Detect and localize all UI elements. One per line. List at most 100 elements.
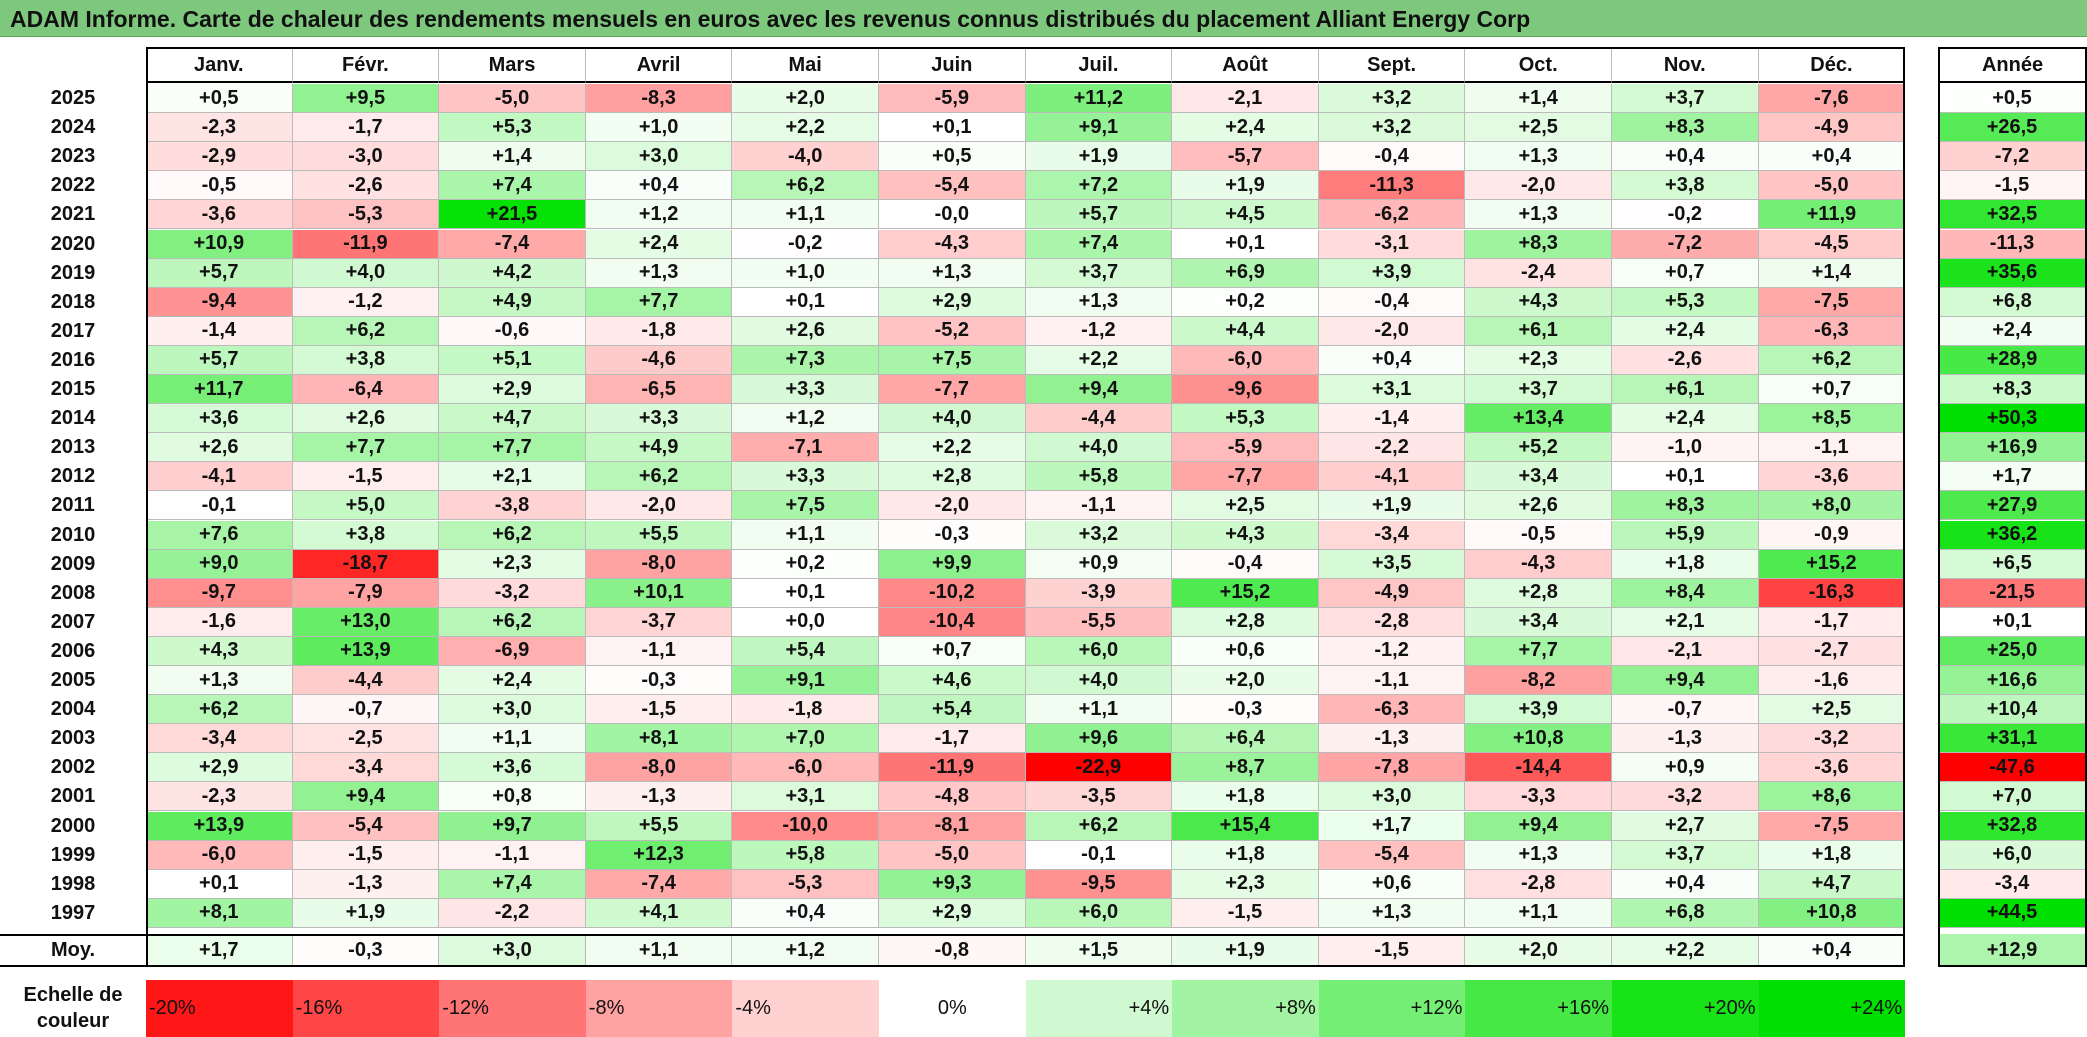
average-cell: +1,5 [1025, 934, 1173, 967]
heatmap-cell: -1,2 [292, 287, 440, 317]
heatmap-cell: +6,1 [1465, 316, 1612, 346]
heatmap-cell: +2,4 [585, 229, 733, 259]
heatmap-cell: +0,9 [1025, 549, 1173, 579]
row-year-label: 2003 [0, 724, 146, 754]
row-year-label: 2024 [0, 113, 146, 143]
average-cell: +1,2 [732, 934, 879, 967]
heatmap-cell: +13,9 [292, 636, 440, 666]
annual-cell: +16,9 [1938, 433, 2087, 463]
heatmap-cell: -5,9 [1172, 433, 1319, 463]
heatmap-cell: +3,2 [1318, 84, 1466, 114]
heatmap-cell: +1,1 [1025, 695, 1173, 725]
heatmap-cell: +0,7 [1758, 375, 1906, 405]
row-year-label: 2000 [0, 811, 146, 841]
heatmap-cell: -7,1 [732, 433, 879, 463]
heatmap-cell: -1,8 [732, 695, 879, 725]
heatmap-cell: -1,2 [1025, 316, 1173, 346]
row-year-label: 2019 [0, 258, 146, 288]
heatmap-cell: +5,2 [1465, 433, 1612, 463]
heatmap-cell: -3,0 [292, 142, 440, 172]
heatmap-cell: +2,0 [1172, 666, 1319, 696]
heatmap-cell: +5,1 [439, 345, 586, 375]
row-year-label: 2005 [0, 666, 146, 696]
heatmap-cell: +10,8 [1465, 724, 1612, 754]
heatmap-cell: +6,2 [732, 171, 879, 201]
annual-cell: +2,4 [1938, 316, 2087, 346]
heatmap-cell: +2,5 [1465, 113, 1612, 143]
annual-cell: +44,5 [1938, 898, 2087, 928]
heatmap-cell: -7,6 [1758, 84, 1906, 114]
heatmap-cell: +7,4 [1025, 229, 1173, 259]
heatmap-cell: -7,2 [1612, 229, 1759, 259]
heatmap-cell: +13,9 [146, 811, 293, 841]
color-scale-stop: +8% [1172, 980, 1319, 1037]
heatmap-cell: -4,6 [585, 345, 733, 375]
heatmap-cell: +3,7 [1465, 375, 1612, 405]
heatmap-cell: -2,9 [146, 142, 293, 172]
heatmap-cell: +4,6 [879, 666, 1026, 696]
average-annual-cell: +12,9 [1938, 934, 2087, 967]
heatmap-cell: +0,1 [146, 869, 293, 899]
heatmap-cell: -2,7 [1758, 636, 1906, 666]
heatmap-cell: +6,2 [146, 695, 293, 725]
heatmap-cell: +9,5 [292, 84, 440, 114]
heatmap-cell: -10,2 [879, 578, 1026, 608]
heatmap-cell: +13,0 [292, 607, 440, 637]
heatmap-cell: +4,0 [1025, 433, 1173, 463]
column-header: Nov. [1612, 47, 1759, 83]
heatmap-cell: +3,7 [1612, 84, 1759, 114]
heatmap-cell: +4,5 [1172, 200, 1319, 230]
heatmap-cell: +5,7 [146, 258, 293, 288]
heatmap-cell: +0,9 [1612, 753, 1759, 783]
heatmap-cell: +8,3 [1612, 113, 1759, 143]
heatmap-cell: +9,4 [1612, 666, 1759, 696]
average-cell: -1,5 [1318, 934, 1466, 967]
heatmap-cell: +9,4 [292, 782, 440, 812]
heatmap-cell: +3,6 [439, 753, 586, 783]
heatmap-cell: -8,3 [585, 84, 733, 114]
annual-cell: +32,8 [1938, 811, 2087, 841]
heatmap-cell: +6,2 [1025, 811, 1173, 841]
annual-cell: +35,6 [1938, 258, 2087, 288]
heatmap-cell: -4,1 [146, 462, 293, 492]
heatmap-cell: +3,3 [732, 462, 879, 492]
annual-cell: +10,4 [1938, 695, 2087, 725]
heatmap-cell: -1,1 [1318, 666, 1466, 696]
heatmap-cell: +3,1 [732, 782, 879, 812]
heatmap-cell: +4,9 [439, 287, 586, 317]
annual-cell: +27,9 [1938, 491, 2087, 521]
heatmap-cell: +5,5 [585, 811, 733, 841]
heatmap-cell: +11,2 [1025, 84, 1173, 114]
heatmap-cell: +0,8 [439, 782, 586, 812]
heatmap-cell: -0,4 [1318, 287, 1466, 317]
heatmap-cell: +0,6 [1172, 636, 1319, 666]
heatmap-cell: +15,4 [1172, 811, 1319, 841]
heatmap-cell: -22,9 [1025, 753, 1173, 783]
heatmap-cell: +2,3 [1172, 869, 1319, 899]
heatmap-cell: -1,8 [585, 316, 733, 346]
row-year-label: 2011 [0, 491, 146, 521]
heatmap-cell: +0,0 [732, 607, 879, 637]
heatmap-cell: +1,8 [1612, 549, 1759, 579]
heatmap-cell: +3,6 [146, 404, 293, 434]
row-year-label: 2025 [0, 84, 146, 114]
heatmap-cell: +0,5 [146, 84, 293, 114]
heatmap-cell: +0,5 [879, 142, 1026, 172]
heatmap-cell: +8,6 [1758, 782, 1906, 812]
heatmap-cell: +1,3 [1025, 287, 1173, 317]
heatmap-cell: +5,5 [585, 520, 733, 550]
heatmap-cell: +6,2 [1758, 345, 1906, 375]
heatmap-cell: -3,1 [1318, 229, 1466, 259]
row-year-label: 2021 [0, 200, 146, 230]
heatmap-cell: -1,3 [292, 869, 440, 899]
heatmap-cell: -4,3 [879, 229, 1026, 259]
heatmap-cell: +8,4 [1612, 578, 1759, 608]
heatmap-cell: +9,9 [879, 549, 1026, 579]
heatmap-cell: +0,4 [1318, 345, 1466, 375]
column-header: Janv. [146, 47, 293, 83]
annual-cell: +0,5 [1938, 84, 2087, 114]
heatmap-cell: +3,0 [1318, 782, 1466, 812]
heatmap-cell: +2,9 [879, 898, 1026, 928]
row-year-label: 2023 [0, 142, 146, 172]
heatmap-cell: +8,5 [1758, 404, 1906, 434]
